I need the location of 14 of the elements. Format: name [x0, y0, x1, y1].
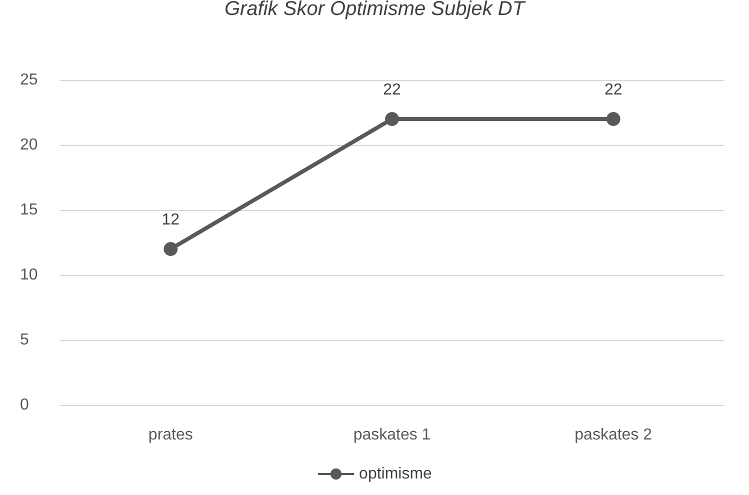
y-tick-label: 25 — [20, 72, 38, 88]
x-tick-label: paskates 1 — [353, 426, 431, 444]
chart-title: Grafik Skor Optimisme Subjek DT — [224, 0, 526, 20]
x-tick-label: prates — [148, 426, 193, 444]
y-tick-label: 15 — [20, 202, 38, 218]
data-label: 12 — [162, 212, 180, 228]
y-tick-label: 5 — [20, 332, 29, 348]
data-label: 22 — [383, 82, 401, 98]
legend-label: optimisme — [359, 466, 432, 482]
y-tick-label: 20 — [20, 136, 38, 154]
y-tick-label: 0 — [20, 396, 29, 414]
data-label: 22 — [604, 82, 622, 98]
y-tick-label: 10 — [20, 266, 38, 284]
x-tick-label: paskates 2 — [574, 426, 652, 444]
